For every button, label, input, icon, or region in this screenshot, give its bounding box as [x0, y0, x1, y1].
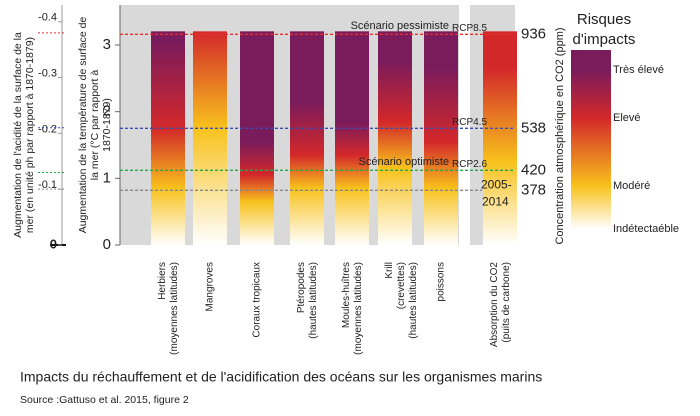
- legend-label: Modéré: [613, 180, 650, 192]
- co2-label: 936: [521, 25, 546, 42]
- legend-title: Risques: [577, 11, 631, 28]
- y-axis-label: Augmentation de la température de surfac…: [77, 17, 89, 234]
- y2-label: Concentration atmosphérique en CO2 (ppm): [554, 27, 566, 244]
- y-axis-label: 1870-1879): [101, 98, 113, 152]
- y-tick-label: 3: [103, 36, 111, 53]
- y-tick-label: 0: [103, 236, 111, 253]
- x-tick-label: poissons: [436, 262, 447, 301]
- ember-column: [290, 31, 324, 246]
- legend-bar: [571, 50, 611, 245]
- scenario-label: Scénario pessimiste: [351, 20, 449, 32]
- y-axis-label: la mer (°C par rapport à: [89, 70, 101, 181]
- x-tick-label: Absorption du CO2(puits de carbone): [489, 262, 512, 347]
- reference-label: 2005-: [481, 178, 512, 192]
- ember-column: [240, 31, 274, 246]
- ember-column: [378, 31, 412, 246]
- reference-label: RCP4.5: [452, 117, 487, 128]
- acid-tick-label: -0.3: [38, 67, 57, 79]
- x-tick-label: Mangroves: [205, 262, 216, 311]
- y-tick-label: 2: [103, 103, 111, 120]
- acid-tick-label: 0: [50, 236, 57, 251]
- x-tick-label: Coraux tropicaux: [252, 262, 263, 338]
- co2-label: 420: [521, 161, 546, 178]
- y-tick-label: 1: [103, 169, 111, 186]
- x-tick-label: Herbiers(moyennes latitudes): [157, 262, 180, 355]
- scenario-label: Scénario optimiste: [359, 156, 450, 168]
- reference-label: 2014: [482, 195, 509, 209]
- ember-column: [335, 31, 369, 246]
- acid-tick-label: -0.2: [38, 123, 57, 135]
- legend-label: Elevé: [613, 112, 641, 124]
- ember-column: [193, 31, 227, 246]
- acid-tick-label: -0.4: [38, 12, 57, 24]
- source: Source :Gattuso et al. 2015, figure 2: [20, 394, 189, 406]
- reference-label: RCP2.6: [452, 159, 487, 170]
- separator: [459, 5, 470, 245]
- x-tick-label: Krill(crevettes)(hautes latitudes): [384, 262, 419, 339]
- co2-label: 378: [521, 181, 546, 198]
- acid-axis-label: Augmentation de l'acidité de la surface …: [12, 32, 24, 238]
- co2-label: 538: [521, 119, 546, 136]
- acid-tick-label: -0.1: [38, 179, 57, 191]
- ember-column: [424, 31, 458, 246]
- ember-column: [151, 31, 185, 246]
- x-tick-label: Ptéropodes(hautes latitudes): [296, 262, 319, 339]
- legend-title: d'impacts: [573, 31, 636, 48]
- ember-column: [483, 31, 517, 246]
- x-tick-label: Moules-huîtres(moyennes latitudes): [341, 262, 364, 355]
- caption: Impacts du réchauffement et de l'acidifi…: [20, 369, 542, 385]
- legend-label: Très élevé: [613, 64, 664, 76]
- acid-axis-label: mer (en unité ph par rapport à 1870-1879…: [24, 37, 36, 233]
- reference-label: RCP8.5: [452, 23, 487, 34]
- legend-label: Indétectaéble: [613, 223, 679, 235]
